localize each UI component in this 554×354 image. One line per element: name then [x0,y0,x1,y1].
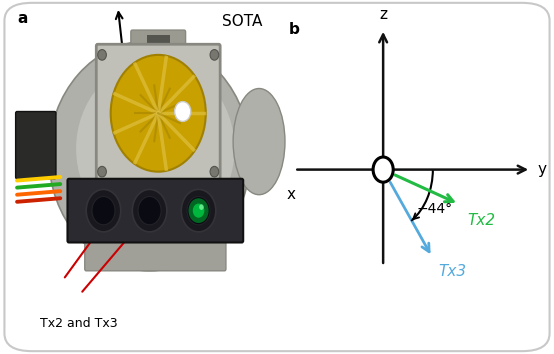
Text: a: a [17,11,28,25]
Circle shape [175,102,191,121]
FancyBboxPatch shape [16,112,56,179]
Text: x: x [286,187,295,202]
Circle shape [132,189,167,232]
Circle shape [92,196,115,225]
Text: Tx2 and Tx3: Tx2 and Tx3 [40,318,118,330]
Circle shape [111,55,206,172]
FancyBboxPatch shape [85,232,226,271]
Text: b: b [289,22,299,36]
Circle shape [98,50,106,60]
Text: −44°: −44° [416,202,453,216]
Text: z: z [379,7,387,22]
Circle shape [210,50,219,60]
Circle shape [86,189,121,232]
Circle shape [188,198,209,223]
FancyBboxPatch shape [96,44,220,182]
Text: y: y [537,162,546,177]
Circle shape [193,204,204,218]
Circle shape [373,157,393,182]
Text: Tx3: Tx3 [438,264,466,279]
Text: y: y [207,96,214,109]
Text: x: x [183,149,191,162]
Circle shape [199,204,204,210]
Text: SOTA: SOTA [222,14,262,29]
Circle shape [138,196,161,225]
Circle shape [210,166,219,177]
Circle shape [187,196,210,225]
Bar [147,35,170,46]
Text: Tx2: Tx2 [467,213,495,228]
Ellipse shape [49,41,250,271]
Ellipse shape [76,60,234,237]
Ellipse shape [233,88,285,195]
FancyBboxPatch shape [68,179,243,242]
Circle shape [181,189,216,232]
Circle shape [98,166,106,177]
FancyBboxPatch shape [131,30,186,62]
